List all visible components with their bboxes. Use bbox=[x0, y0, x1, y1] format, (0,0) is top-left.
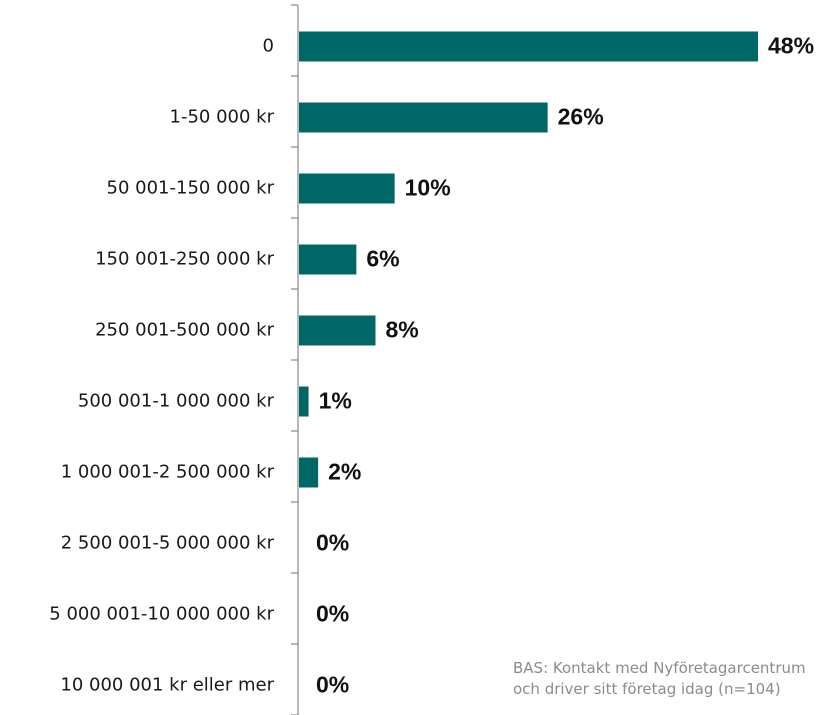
category-label: 500 001-1 000 000 kr bbox=[78, 391, 275, 412]
footnote-line-1: BAS: Kontakt med Nyföretagarcentrum bbox=[513, 659, 806, 677]
bar bbox=[299, 457, 319, 488]
value-label: 1% bbox=[319, 388, 352, 414]
category-label: 1-50 000 kr bbox=[170, 107, 275, 128]
category-label: 5 000 001-10 000 000 kr bbox=[49, 604, 274, 625]
bar bbox=[299, 173, 395, 204]
category-label: 250 001-500 000 kr bbox=[95, 320, 275, 341]
value-label: 2% bbox=[328, 459, 361, 485]
bar bbox=[299, 31, 758, 62]
bar bbox=[299, 102, 548, 133]
value-label: 0% bbox=[316, 672, 349, 698]
category-label: 1 000 001-2 500 000 kr bbox=[61, 462, 275, 483]
category-label: 50 001-150 000 kr bbox=[107, 178, 275, 199]
value-label: 26% bbox=[558, 104, 604, 130]
category-label: 150 001-250 000 kr bbox=[95, 249, 275, 270]
footnote-line-2: och driver sitt företag idag (n=104) bbox=[513, 680, 781, 698]
bar bbox=[299, 244, 357, 275]
value-label: 10% bbox=[405, 175, 451, 201]
category-label: 0 bbox=[263, 36, 274, 57]
value-label: 8% bbox=[386, 317, 419, 343]
bar bbox=[299, 386, 309, 417]
category-label: 2 500 001-5 000 000 kr bbox=[61, 533, 275, 554]
bar bbox=[299, 315, 376, 346]
footnote: BAS: Kontakt med Nyföretagarcentrum och … bbox=[513, 658, 833, 700]
value-label: 6% bbox=[366, 246, 399, 272]
value-label: 48% bbox=[768, 33, 814, 59]
category-label: 10 000 001 kr eller mer bbox=[60, 675, 274, 696]
value-label: 0% bbox=[316, 530, 349, 556]
value-label: 0% bbox=[316, 601, 349, 627]
